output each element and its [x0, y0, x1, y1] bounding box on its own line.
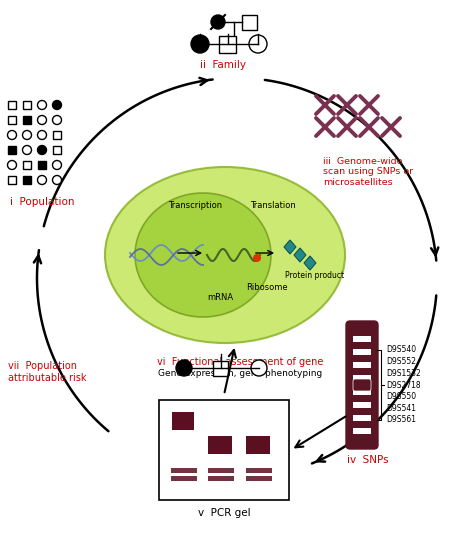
Text: Translation: Translation: [250, 201, 296, 209]
Circle shape: [253, 254, 261, 262]
Circle shape: [22, 131, 31, 139]
Bar: [208, 468, 234, 473]
Text: mRNA: mRNA: [207, 293, 233, 301]
Bar: [23, 176, 31, 184]
Bar: [353, 402, 371, 408]
Bar: [38, 161, 46, 169]
Text: D9S540: D9S540: [386, 345, 416, 354]
Text: Transcription: Transcription: [168, 201, 222, 209]
Circle shape: [37, 131, 46, 139]
Bar: [172, 412, 194, 430]
Bar: [353, 375, 371, 381]
Text: iv  SNPs: iv SNPs: [347, 455, 389, 465]
Circle shape: [211, 15, 225, 29]
Bar: [353, 349, 371, 355]
Circle shape: [251, 360, 267, 376]
Text: Gene expression, gene phenotyping: Gene expression, gene phenotyping: [158, 369, 322, 378]
Text: v  PCR gel: v PCR gel: [198, 508, 250, 518]
Bar: [53, 131, 61, 139]
Text: D9S552: D9S552: [386, 357, 416, 366]
Ellipse shape: [105, 167, 345, 343]
Bar: [159, 400, 289, 500]
Circle shape: [53, 116, 62, 125]
Text: D9S550: D9S550: [386, 392, 416, 401]
Circle shape: [22, 145, 31, 154]
Text: ii  Family: ii Family: [200, 60, 246, 70]
Bar: [213, 360, 228, 375]
Circle shape: [191, 35, 209, 53]
Bar: [8, 101, 16, 109]
Text: D9S2718: D9S2718: [386, 381, 420, 390]
Circle shape: [53, 160, 62, 170]
Polygon shape: [304, 256, 316, 270]
Bar: [243, 14, 257, 30]
Text: vii  Population
attributable risk: vii Population attributable risk: [8, 361, 86, 383]
Polygon shape: [284, 240, 296, 254]
Circle shape: [176, 360, 192, 376]
Bar: [208, 436, 232, 454]
Bar: [208, 476, 234, 481]
Text: i  Population: i Population: [10, 197, 74, 207]
Bar: [353, 415, 371, 421]
Bar: [8, 176, 16, 184]
Bar: [23, 101, 31, 109]
Text: Ribosome: Ribosome: [246, 283, 288, 291]
Text: Protein product: Protein product: [285, 271, 345, 279]
Bar: [353, 428, 371, 434]
Circle shape: [37, 116, 46, 125]
Bar: [246, 436, 270, 454]
Bar: [219, 35, 237, 52]
Text: vi  Functional assessment of gene: vi Functional assessment of gene: [157, 357, 323, 367]
Bar: [8, 146, 16, 154]
Circle shape: [8, 160, 17, 170]
Circle shape: [37, 100, 46, 110]
Circle shape: [37, 145, 46, 154]
Bar: [53, 146, 61, 154]
Bar: [23, 161, 31, 169]
FancyBboxPatch shape: [346, 321, 378, 449]
Bar: [171, 476, 197, 481]
Bar: [246, 468, 272, 473]
FancyBboxPatch shape: [353, 379, 371, 391]
Circle shape: [37, 176, 46, 185]
Circle shape: [53, 176, 62, 185]
Polygon shape: [294, 248, 306, 262]
Bar: [353, 363, 371, 368]
Text: D9S541: D9S541: [386, 404, 416, 413]
Bar: [353, 336, 371, 342]
Bar: [8, 116, 16, 124]
Ellipse shape: [135, 193, 271, 317]
Circle shape: [249, 35, 267, 53]
Circle shape: [8, 131, 17, 139]
Text: D9S1532: D9S1532: [386, 369, 421, 378]
Bar: [23, 116, 31, 124]
Bar: [353, 388, 371, 395]
Text: D9S561: D9S561: [386, 415, 416, 424]
Circle shape: [53, 100, 62, 110]
Bar: [171, 468, 197, 473]
Text: iii  Genome-wide
scan using SNPs or
microsatellites: iii Genome-wide scan using SNPs or micro…: [323, 157, 413, 187]
Bar: [246, 476, 272, 481]
